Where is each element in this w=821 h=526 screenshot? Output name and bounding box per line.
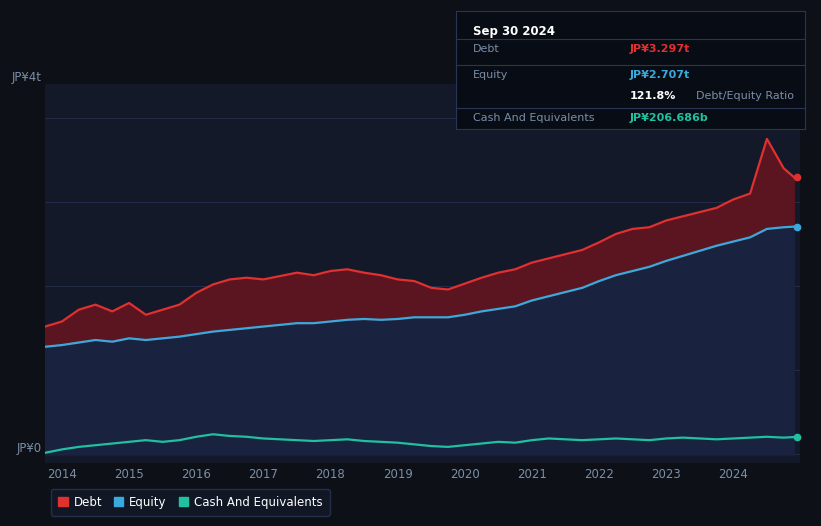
Text: 121.8%: 121.8% (631, 91, 677, 101)
Legend: Debt, Equity, Cash And Equivalents: Debt, Equity, Cash And Equivalents (51, 489, 329, 515)
Text: JP¥0: JP¥0 (16, 442, 41, 456)
Text: JP¥3.297t: JP¥3.297t (631, 44, 690, 54)
Text: Cash And Equivalents: Cash And Equivalents (473, 114, 594, 124)
Text: JP¥4t: JP¥4t (11, 71, 41, 84)
Text: Equity: Equity (473, 69, 508, 80)
Text: JP¥206.686b: JP¥206.686b (631, 114, 709, 124)
Text: Debt: Debt (473, 44, 500, 54)
Text: Sep 30 2024: Sep 30 2024 (473, 25, 555, 38)
Text: Debt/Equity Ratio: Debt/Equity Ratio (696, 91, 795, 101)
Text: JP¥2.707t: JP¥2.707t (631, 69, 690, 80)
